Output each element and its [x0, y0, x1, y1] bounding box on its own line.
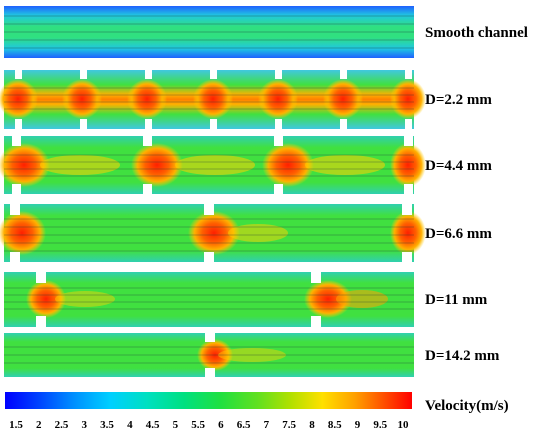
panel-label-d-2-2: D=2.2 mm — [425, 92, 492, 108]
colorbar-ticks: 1.5 2 2.5 3 3.5 4 4.5 5 5.5 6 6.5 7 7.5 8 8.5 9 9.5 10 — [9, 419, 409, 431]
colorbar-gradient — [5, 392, 412, 409]
ribs-d-4-4 — [12, 134, 413, 196]
colorbar-tick-label: 3.5 — [100, 419, 114, 431]
ribs-d-2-2 — [15, 68, 412, 130]
streamlines-d-11 — [4, 287, 414, 310]
colorbar-tick-label: 6.5 — [237, 419, 251, 431]
panel-label-smooth: Smooth channel — [425, 25, 528, 41]
colorbar-tick-label: 6 — [218, 419, 224, 431]
panel-d-4-4: D=4.4 mm — [0, 134, 492, 196]
colorbar-tick-label: 9 — [355, 419, 361, 431]
jet-cores-d-6-6 — [0, 211, 426, 255]
streamlines-d-4-4 — [4, 154, 414, 177]
colorbar-tick-label: 9.5 — [373, 419, 387, 431]
streamlines-d-2-2 — [4, 87, 414, 110]
colorbar-tick-label: 1.5 — [9, 419, 23, 431]
smooth-streamlines — [4, 15, 414, 49]
streamlines-d-6-6 — [4, 218, 414, 252]
panel-smooth-channel: Smooth channel — [4, 6, 528, 58]
colorbar-tick-label: 5.5 — [191, 419, 205, 431]
panel-label-d-11: D=11 mm — [425, 292, 488, 308]
colorbar-tick-label: 2 — [36, 419, 42, 431]
colorbar-tick-label: 8 — [309, 419, 315, 431]
colorbar-tick-label: 4 — [127, 419, 133, 431]
colorbar-tick-label: 10 — [398, 419, 410, 431]
colorbar-tick-label: 3 — [82, 419, 88, 431]
colorbar: 1.5 2 2.5 3 3.5 4 4.5 5 5.5 6 6.5 7 7.5 8 8.5 9 9.5 10 Ve… — [5, 392, 509, 431]
panel-label-d-14-2: D=14.2 mm — [425, 348, 500, 364]
panel-d-6-6: D=6.6 mm — [0, 202, 492, 265]
panel-d-2-2: D=2.2 mm — [0, 68, 492, 130]
ribs-d-11 — [36, 270, 321, 329]
colorbar-tick-label: 7.5 — [282, 419, 296, 431]
ribs-d-14-2 — [205, 331, 215, 379]
panel-d-14-2: D=14.2 mm — [4, 331, 500, 379]
colorbar-tick-label: 2.5 — [55, 419, 69, 431]
colorbar-tick-label: 7 — [264, 419, 270, 431]
colorbar-title: Velocity(m/s) — [425, 398, 509, 414]
panel-d-11: D=11 mm — [4, 270, 488, 329]
streamlines-d-14-2 — [4, 346, 414, 364]
panel-label-d-4-4: D=4.4 mm — [425, 158, 492, 174]
colorbar-tick-label: 5 — [173, 419, 179, 431]
ribs-d-6-6 — [10, 202, 412, 265]
colorbar-tick-label: 8.5 — [328, 419, 342, 431]
panel-label-d-6-6: D=6.6 mm — [425, 226, 492, 242]
colorbar-tick-label: 4.5 — [146, 419, 160, 431]
